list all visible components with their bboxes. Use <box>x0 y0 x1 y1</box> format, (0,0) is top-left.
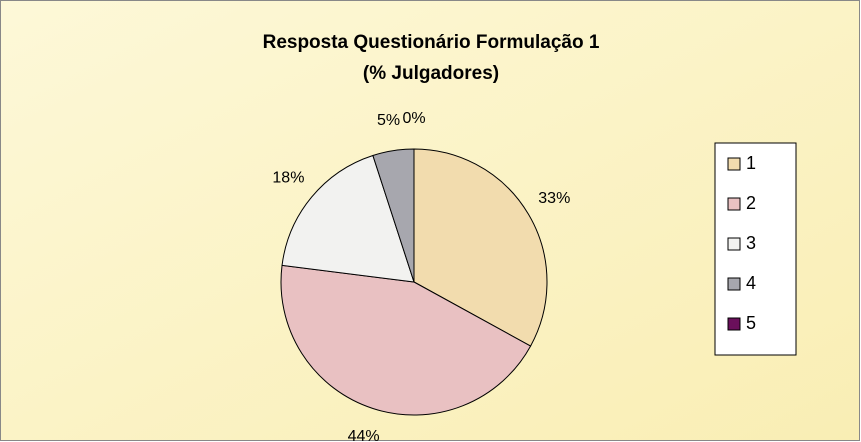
data-label: 18% <box>272 169 304 186</box>
legend-swatch <box>727 197 741 211</box>
legend-swatch <box>727 277 741 291</box>
legend-label: 5 <box>746 313 756 333</box>
legend-label: 4 <box>746 273 756 293</box>
legend-swatch <box>727 237 741 251</box>
pie-slice <box>280 264 532 416</box>
legend-label: 1 <box>746 153 756 173</box>
chart-subtitle: (% Julgadores) <box>363 63 499 84</box>
pie-slice <box>413 148 548 347</box>
data-label: 5% <box>377 112 400 129</box>
data-label: 0% <box>402 110 425 127</box>
pie-slice <box>281 154 415 283</box>
data-label: 33% <box>538 190 570 207</box>
legend-swatch <box>727 157 741 171</box>
legend-label: 3 <box>746 233 756 253</box>
chart-title: Resposta Questionário Formulação 1 <box>263 32 600 53</box>
legend-swatch <box>727 317 741 331</box>
legend-label: 2 <box>746 193 756 213</box>
data-label: 44% <box>348 428 380 442</box>
